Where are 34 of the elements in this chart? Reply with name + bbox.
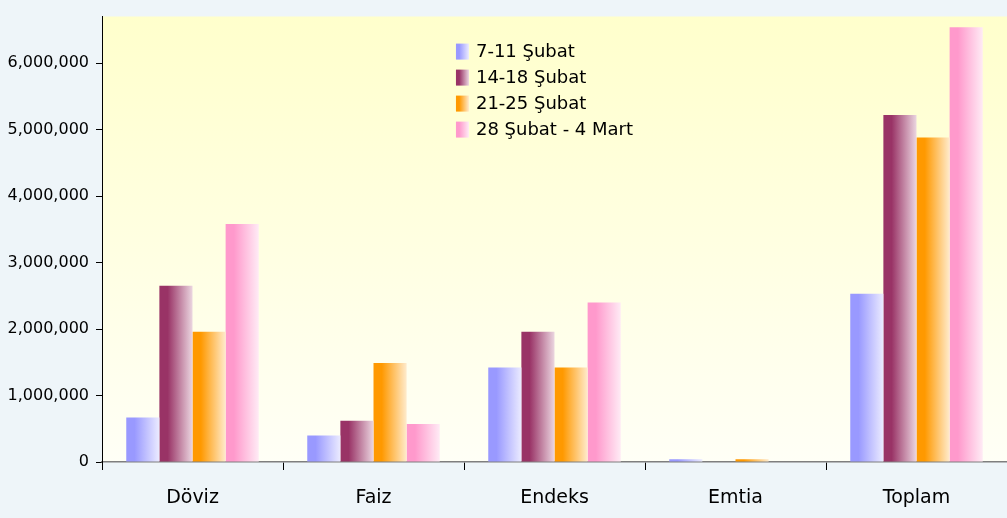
bar [883, 114, 917, 462]
legend-label: 28 Şubat - 4 Mart [475, 118, 634, 140]
bar [126, 417, 160, 462]
bar [735, 459, 769, 462]
y-tick-label: 2,000,000 [7, 318, 89, 338]
bar [850, 293, 884, 462]
y-tick-label: 6,000,000 [7, 52, 89, 72]
bar [192, 331, 226, 462]
bar [949, 27, 983, 462]
bar [340, 420, 374, 462]
bar [406, 424, 440, 462]
bar [916, 137, 950, 462]
bar [307, 435, 341, 462]
y-tick-label: 1,000,000 [7, 384, 89, 404]
y-tick-label: 3,000,000 [7, 251, 89, 271]
x-tick-label: Döviz [166, 485, 219, 508]
bar [669, 459, 703, 462]
bar [521, 331, 555, 462]
bar [587, 302, 621, 462]
bar [554, 367, 588, 462]
x-tick-label: Emtia [708, 485, 763, 508]
y-tick-label: 4,000,000 [7, 185, 89, 205]
legend-label: 7-11 Şubat [475, 40, 575, 62]
bar [225, 224, 259, 462]
legend-label: 21-25 Şubat [475, 92, 587, 114]
legend-label: 14-18 Şubat [475, 66, 587, 88]
y-tick-label: 0 [78, 451, 89, 471]
bar [488, 367, 522, 462]
x-tick-label: Faiz [355, 485, 392, 508]
y-tick-label: 5,000,000 [7, 118, 89, 138]
x-tick-label: Endeks [520, 485, 589, 508]
x-tick-label: Toplam [881, 485, 951, 508]
bar [373, 362, 407, 462]
bar [159, 285, 193, 462]
